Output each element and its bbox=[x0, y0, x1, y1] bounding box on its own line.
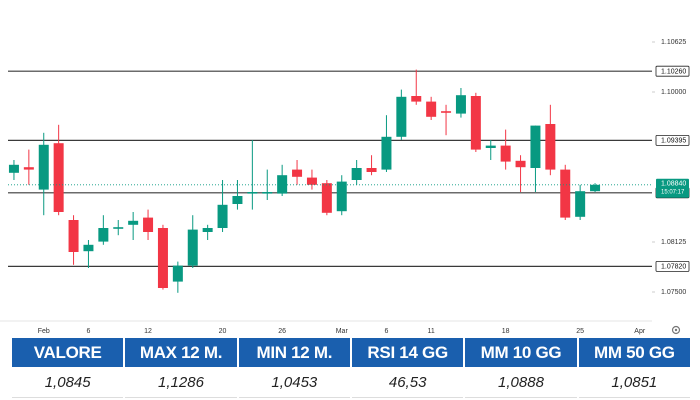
value-cell: 1,0888 bbox=[465, 367, 577, 398]
settings-icon[interactable] bbox=[671, 325, 681, 335]
header-cell: MIN 12 M. bbox=[238, 338, 350, 367]
y-tick-label: 1.07500 bbox=[661, 289, 686, 296]
candle-body bbox=[306, 177, 317, 185]
x-tick-label: Apr bbox=[634, 328, 646, 335]
candle-body bbox=[38, 144, 49, 190]
x-tick-label: 12 bbox=[144, 328, 152, 335]
candle-body bbox=[515, 160, 526, 168]
candle-body bbox=[426, 101, 437, 117]
x-tick-label: 26 bbox=[278, 328, 286, 335]
gear-center[interactable] bbox=[674, 328, 678, 332]
value-row: 1,0845 1,1286 1,0453 46,53 1,0888 1,0851 bbox=[12, 367, 690, 398]
candle-body bbox=[157, 228, 168, 288]
stats-table: VALORE MAX 12 M. MIN 12 M. RSI 14 GG MM 10 G… bbox=[10, 338, 692, 398]
table-body: 1,0845 1,1286 1,0453 46,53 1,0888 1,0851 bbox=[12, 367, 690, 398]
candle-body bbox=[441, 111, 452, 113]
gear[interactable] bbox=[671, 325, 681, 335]
y-tick-label: 1.08125 bbox=[661, 239, 686, 246]
candle-body bbox=[500, 145, 511, 162]
candle-body bbox=[217, 204, 228, 228]
level-label-box bbox=[655, 134, 690, 146]
value-cell: 1,0845 bbox=[12, 367, 124, 398]
candle-body bbox=[202, 228, 213, 232]
level-label: 1.09395 bbox=[661, 138, 686, 145]
header-cell: MM 10 GG bbox=[465, 338, 577, 367]
candle-body bbox=[8, 164, 19, 173]
x-tick-label: Feb bbox=[38, 328, 50, 335]
level-label-box bbox=[655, 260, 690, 272]
value-cell: 46,53 bbox=[351, 367, 464, 398]
y-tick-label: 1.10625 bbox=[661, 39, 686, 46]
candle-body bbox=[485, 145, 496, 148]
candle-body bbox=[53, 143, 64, 212]
level-label-box bbox=[655, 65, 690, 77]
countdown: 15:07:17 bbox=[661, 189, 685, 195]
candle-body bbox=[262, 192, 273, 194]
candle-body bbox=[470, 96, 481, 150]
last-price-label: 1.08840 bbox=[661, 181, 686, 188]
x-tick-label: 6 bbox=[384, 328, 388, 335]
candle-body bbox=[247, 192, 258, 194]
header-cell: MM 50 GG bbox=[578, 338, 690, 367]
candle-body bbox=[292, 169, 303, 177]
value-cell: 1,1286 bbox=[125, 367, 237, 398]
value-cell: 1,0453 bbox=[238, 367, 350, 398]
candle-body bbox=[351, 168, 362, 180]
header-cell: MAX 12 M. bbox=[125, 338, 237, 367]
value-cell: 1,0851 bbox=[578, 367, 690, 398]
candle-body bbox=[575, 191, 586, 217]
header-cell: VALORE bbox=[12, 338, 124, 367]
header-cell: RSI 14 GG bbox=[351, 338, 464, 367]
x-tick-label: 18 bbox=[502, 328, 510, 335]
candle-body bbox=[232, 196, 243, 204]
level-label: 1.10260 bbox=[661, 69, 686, 76]
level-label: 1.07820 bbox=[661, 264, 686, 271]
x-tick-label: 6 bbox=[86, 328, 90, 335]
candle-body bbox=[23, 167, 34, 170]
x-tick-label: 25 bbox=[576, 328, 584, 335]
x-tick-label: 20 bbox=[219, 328, 227, 335]
last-price-box bbox=[656, 178, 689, 198]
candle-body bbox=[172, 265, 183, 282]
candle-body bbox=[381, 136, 392, 170]
candle-body bbox=[590, 184, 601, 192]
candle-body bbox=[83, 244, 94, 252]
candle-body bbox=[530, 125, 541, 168]
header-row: VALORE MAX 12 M. MIN 12 M. RSI 14 GG MM 10 G… bbox=[12, 338, 690, 367]
candle-body bbox=[455, 95, 466, 114]
candle-body bbox=[411, 96, 422, 102]
candle-body bbox=[68, 220, 79, 252]
candle-body bbox=[277, 175, 288, 194]
candle-body bbox=[396, 96, 407, 137]
y-tick-label: 1.10000 bbox=[661, 89, 686, 96]
chart: 1.10625 1.10000 1.08125 1.07500 1.10260 1.093… bbox=[0, 39, 690, 335]
candle-body bbox=[128, 220, 139, 225]
x-tick-label: Mar bbox=[336, 328, 349, 335]
candle-body bbox=[143, 217, 154, 232]
candle-body bbox=[336, 181, 347, 212]
candle-body bbox=[113, 227, 124, 229]
candle-body bbox=[545, 124, 556, 170]
x-tick-label: 11 bbox=[428, 328, 435, 335]
candle-body bbox=[321, 183, 332, 213]
candle-body bbox=[560, 169, 571, 218]
candle-body bbox=[98, 228, 109, 242]
candle-body bbox=[187, 229, 198, 266]
candle-body bbox=[366, 168, 377, 172]
